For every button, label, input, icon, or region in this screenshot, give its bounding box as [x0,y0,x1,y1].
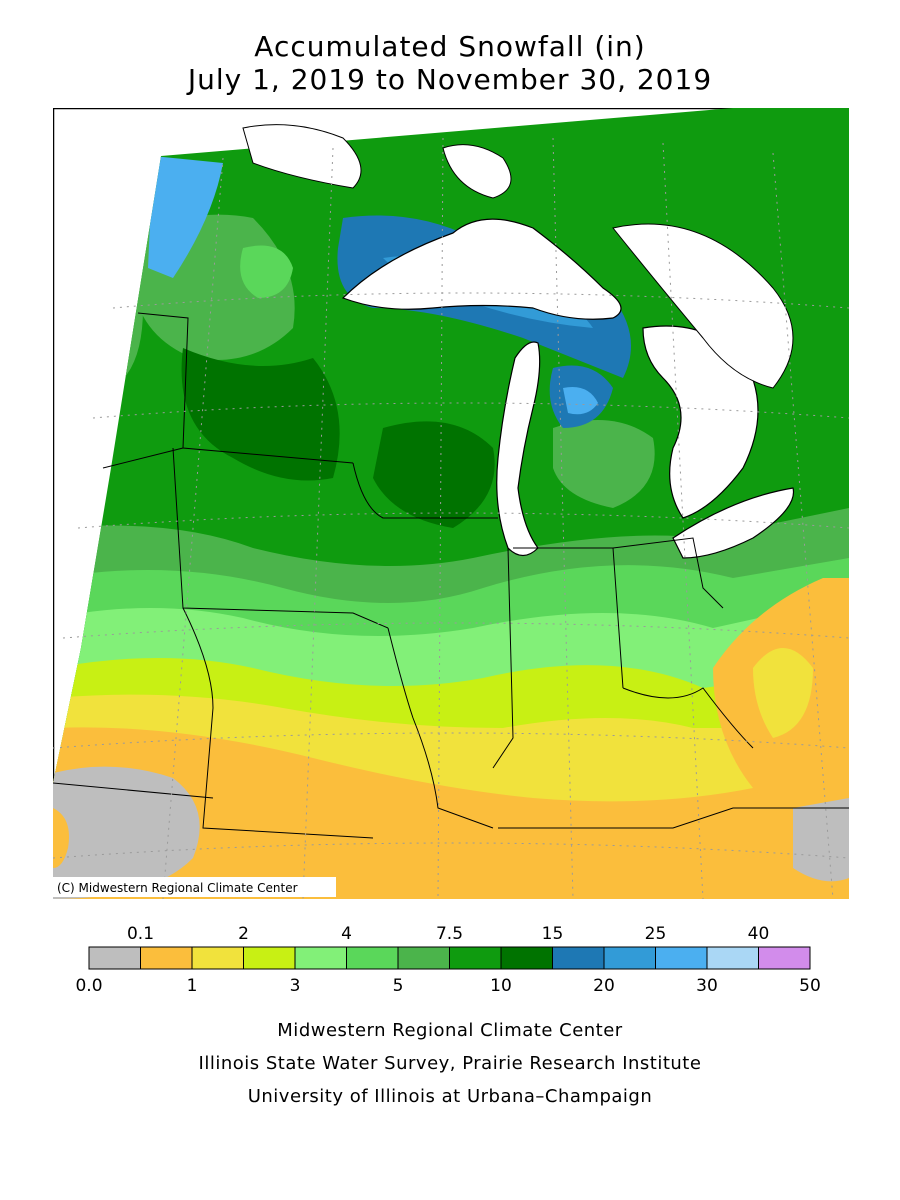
legend-swatch [758,946,811,970]
legend-swatch [706,946,759,970]
legend-upper-label: 7.5 [436,924,463,944]
legend-swatch [449,946,502,970]
snow-band-5in-michigan [553,420,655,508]
color-legend: 0.1 2 4 7.5 15 25 40 0.0 1 3 5 10 20 30 50 [75,924,820,996]
snow-band-10in-wi [373,421,495,528]
legend-swatches [88,946,811,970]
snow-band-25in-nw [148,156,223,278]
legend-upper-label: 40 [748,924,770,944]
ontario-land [612,223,794,389]
snow-band-trace-east [793,798,849,882]
snow-band-0-1in-sw [53,808,69,868]
snow-band-25in-michigan [563,387,598,415]
legend-swatch [243,946,296,970]
credit-line-1: Midwestern Regional Climate Center [277,1020,623,1041]
snow-band-5in-core [240,245,293,298]
legend-swatch [603,946,656,970]
legend-upper-label: 2 [238,924,249,944]
copyright-box [53,877,336,897]
legend-lower-label: 50 [799,976,821,996]
legend-upper-label: 25 [645,924,667,944]
credit-line-2: Illinois State Water Survey, Prairie Res… [198,1053,702,1074]
legend-swatch [397,946,450,970]
legend-upper-label: 15 [542,924,564,944]
lake-erie [672,487,795,559]
legend-lower-labels: 0.0 1 3 5 10 20 30 50 [75,976,820,996]
snow-band-10in-mn [181,348,340,481]
snowfall-map: (C) Midwestern Regional Climate Center [53,108,849,899]
legend-swatch [500,946,553,970]
legend-lower-label: 3 [290,976,301,996]
legend-swatch [88,946,141,970]
date-range: July 1, 2019 to November 30, 2019 [187,63,713,96]
map-title: Accumulated Snowfall (in) [254,30,646,63]
legend-lower-label: 30 [696,976,718,996]
legend-swatch [140,946,193,970]
legend-swatch [191,946,244,970]
legend-upper-label: 4 [341,924,352,944]
lake-superior [341,218,622,320]
graticule [53,137,849,899]
legend-swatch [552,946,605,970]
state-boundaries [53,312,849,839]
legend-swatch [346,946,399,970]
legend-upper-label: 0.1 [127,924,154,944]
legend-lower-label: 0.0 [75,976,102,996]
legend-lower-label: 10 [490,976,512,996]
legend-swatch [294,946,347,970]
legend-lower-label: 5 [393,976,404,996]
legend-lower-label: 1 [187,976,198,996]
copyright-text: (C) Midwestern Regional Climate Center [57,881,298,895]
legend-upper-labels: 0.1 2 4 7.5 15 25 40 [127,924,769,944]
legend-lower-label: 20 [593,976,615,996]
lake-michigan [496,341,541,557]
canada-land [242,124,362,189]
legend-swatch [655,946,708,970]
snow-band-1in-east [753,648,813,738]
snow-band-trace-west [53,766,200,899]
credit-line-3: University of Illinois at Urbana–Champai… [247,1086,653,1107]
canada-land-east [442,144,512,199]
